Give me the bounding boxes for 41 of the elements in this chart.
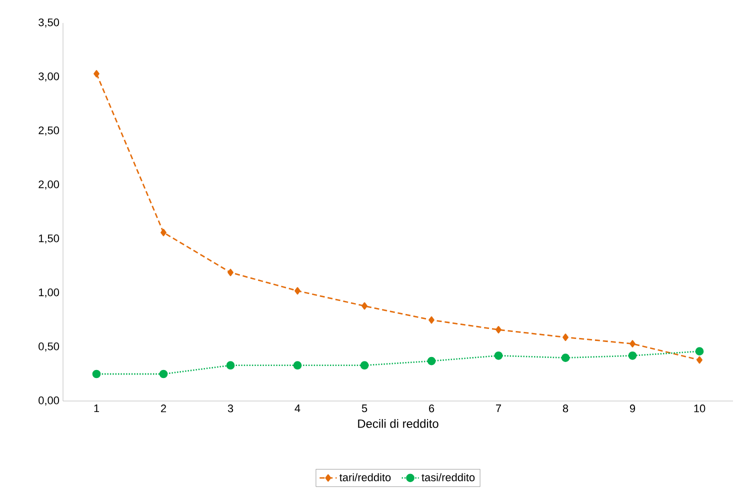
point (92, 370, 101, 378)
y-tick-label: 3,00 (38, 72, 60, 82)
point (360, 361, 369, 370)
y-tick-label: 1,00 (38, 288, 60, 298)
x-tick-label: 10 (694, 404, 706, 412)
point (628, 351, 637, 360)
y-tick-label: 0,00 (38, 396, 60, 406)
point (428, 316, 434, 324)
point (561, 354, 570, 362)
x-tick-label: 2 (161, 404, 166, 412)
point (362, 302, 368, 310)
x-tick-label: 6 (429, 404, 434, 412)
x-tick-label: 7 (496, 404, 502, 412)
x-tick-label: 5 (362, 404, 368, 412)
point (94, 70, 100, 78)
point (630, 340, 636, 348)
legend-label: tasi/reddito (422, 473, 475, 482)
y-tick-label: 3,50 (38, 18, 60, 28)
y-tick-label: 1,50 (38, 234, 60, 244)
x-axis-title: Decili di reddito (358, 419, 438, 428)
point (496, 326, 502, 334)
point (228, 268, 234, 276)
point (294, 287, 300, 295)
x-tick-label: 9 (630, 404, 636, 412)
y-tick-label: 2,00 (38, 180, 60, 190)
y-tick-label: 0,50 (38, 342, 60, 352)
point (293, 361, 302, 370)
point (696, 356, 702, 364)
x-tick-label: 3 (228, 404, 234, 412)
point (695, 347, 704, 356)
point (427, 356, 436, 366)
point (494, 351, 503, 360)
x-tick-label: 8 (562, 404, 568, 412)
point (159, 370, 168, 378)
x-tick-label: 1 (94, 404, 100, 412)
x-tick-label: 4 (294, 404, 300, 412)
point (160, 228, 166, 236)
y-tick-label: 2,50 (38, 126, 60, 136)
legend-label: tari/reddito (340, 473, 391, 482)
point (562, 334, 568, 341)
point (226, 361, 235, 370)
